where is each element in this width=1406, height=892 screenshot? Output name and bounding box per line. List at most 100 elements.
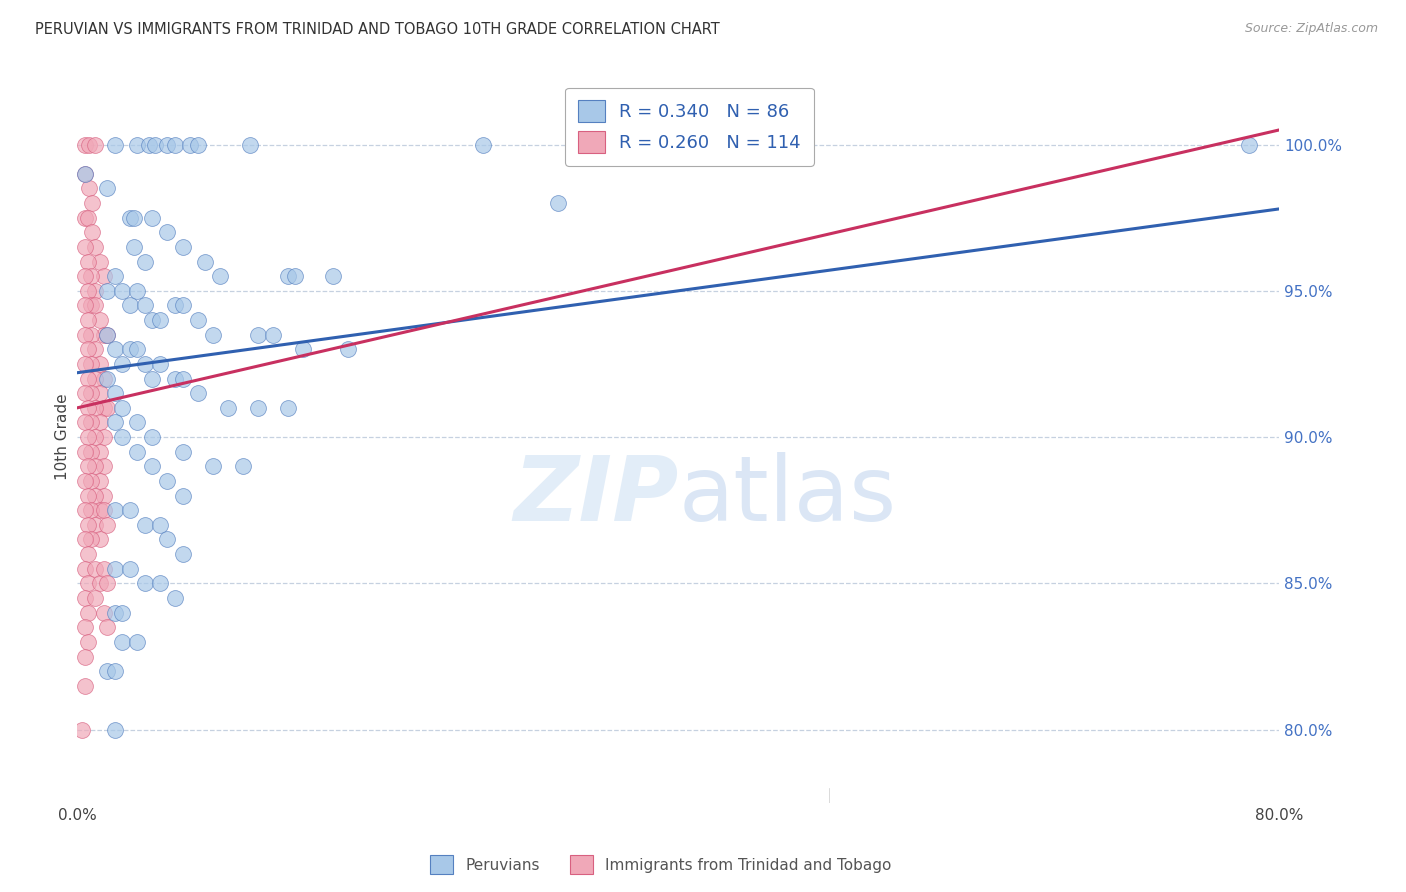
Point — [84, 343, 107, 357]
Point — [322, 269, 344, 284]
Point — [127, 284, 149, 298]
Point — [73, 298, 96, 312]
Point — [84, 298, 107, 312]
Point — [127, 137, 149, 152]
Point — [73, 240, 96, 254]
Point — [89, 254, 111, 268]
Point — [201, 327, 224, 342]
Point — [172, 547, 194, 561]
Point — [80, 444, 103, 458]
Point — [84, 137, 107, 152]
Point — [104, 562, 127, 576]
Point — [84, 591, 107, 605]
Point — [149, 576, 172, 591]
Point — [145, 137, 167, 152]
Point — [172, 489, 194, 503]
Point — [134, 576, 156, 591]
Point — [93, 430, 115, 444]
Point — [93, 459, 115, 474]
Point — [93, 269, 115, 284]
Point — [84, 517, 107, 532]
Point — [118, 343, 141, 357]
Point — [124, 240, 146, 254]
Point — [73, 269, 96, 284]
Point — [104, 137, 127, 152]
Point — [76, 606, 98, 620]
Point — [118, 562, 141, 576]
Point — [111, 606, 134, 620]
Point — [84, 430, 107, 444]
Point — [73, 620, 96, 634]
Point — [127, 343, 149, 357]
Point — [76, 635, 98, 649]
Point — [84, 371, 107, 385]
Point — [141, 211, 163, 225]
Point — [89, 474, 111, 488]
Point — [284, 269, 307, 284]
Point — [76, 343, 98, 357]
Point — [89, 503, 111, 517]
Text: PERUVIAN VS IMMIGRANTS FROM TRINIDAD AND TOBAGO 10TH GRADE CORRELATION CHART: PERUVIAN VS IMMIGRANTS FROM TRINIDAD AND… — [35, 22, 720, 37]
Point — [104, 723, 127, 737]
Point — [246, 401, 269, 415]
Point — [79, 137, 101, 152]
Point — [76, 517, 98, 532]
Legend: Peruvians, Immigrants from Trinidad and Tobago: Peruvians, Immigrants from Trinidad and … — [423, 849, 898, 880]
Point — [73, 211, 96, 225]
Point — [73, 327, 96, 342]
Point — [96, 620, 118, 634]
Point — [73, 416, 96, 430]
Point — [127, 416, 149, 430]
Point — [134, 517, 156, 532]
Point — [277, 401, 299, 415]
Point — [84, 489, 107, 503]
Point — [80, 327, 103, 342]
Point — [134, 254, 156, 268]
Point — [96, 664, 118, 678]
Point — [82, 225, 104, 239]
Point — [73, 167, 96, 181]
Point — [80, 503, 103, 517]
Text: atlas: atlas — [679, 451, 897, 540]
Point — [73, 386, 96, 401]
Point — [73, 167, 96, 181]
Point — [127, 635, 149, 649]
Point — [76, 547, 98, 561]
Point — [163, 371, 186, 385]
Point — [73, 357, 96, 371]
Point — [70, 723, 93, 737]
Point — [134, 357, 156, 371]
Y-axis label: 10th Grade: 10th Grade — [55, 393, 70, 481]
Point — [80, 298, 103, 312]
Text: ZIP: ZIP — [513, 451, 679, 540]
Point — [93, 562, 115, 576]
Legend: R = 0.340   N = 86, R = 0.260   N = 114: R = 0.340 N = 86, R = 0.260 N = 114 — [565, 87, 814, 166]
Point — [163, 591, 186, 605]
Point — [89, 576, 111, 591]
Point — [104, 269, 127, 284]
Point — [89, 444, 111, 458]
Point — [172, 371, 194, 385]
Point — [73, 649, 96, 664]
Point — [84, 562, 107, 576]
Point — [1239, 137, 1261, 152]
Point — [592, 137, 614, 152]
Point — [96, 284, 118, 298]
Point — [89, 313, 111, 327]
Point — [93, 371, 115, 385]
Point — [111, 430, 134, 444]
Point — [76, 489, 98, 503]
Point — [187, 386, 209, 401]
Text: Source: ZipAtlas.com: Source: ZipAtlas.com — [1244, 22, 1378, 36]
Point — [187, 137, 209, 152]
Point — [547, 196, 569, 211]
Point — [127, 444, 149, 458]
Point — [172, 298, 194, 312]
Point — [89, 386, 111, 401]
Point — [73, 444, 96, 458]
Point — [96, 371, 118, 385]
Point — [118, 298, 141, 312]
Point — [336, 343, 359, 357]
Point — [179, 137, 201, 152]
Point — [163, 137, 186, 152]
